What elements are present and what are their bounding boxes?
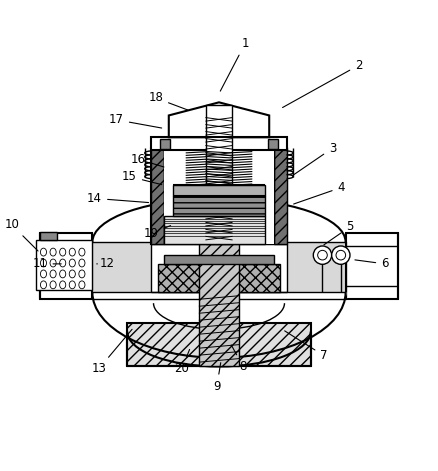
Bar [173, 185, 265, 196]
Ellipse shape [79, 281, 85, 289]
Polygon shape [151, 148, 164, 244]
Ellipse shape [79, 259, 85, 267]
Bar [268, 139, 278, 149]
Ellipse shape [313, 246, 332, 264]
Bar [158, 264, 280, 292]
Text: 9: 9 [213, 363, 221, 393]
Ellipse shape [69, 270, 75, 278]
Bar [206, 105, 232, 244]
Bar [151, 137, 287, 150]
Text: 6: 6 [355, 257, 389, 270]
Ellipse shape [332, 246, 350, 264]
Polygon shape [346, 233, 398, 299]
Ellipse shape [40, 259, 46, 267]
Text: 16: 16 [131, 153, 164, 167]
Text: 8: 8 [231, 345, 247, 373]
Ellipse shape [60, 281, 66, 289]
Text: 17: 17 [109, 114, 162, 128]
Bar [160, 139, 170, 149]
Bar [151, 148, 287, 244]
Text: 15: 15 [122, 170, 162, 185]
Ellipse shape [79, 248, 85, 256]
Ellipse shape [50, 281, 56, 289]
Ellipse shape [60, 248, 66, 256]
Polygon shape [151, 244, 287, 292]
Ellipse shape [69, 248, 75, 256]
Ellipse shape [69, 281, 75, 289]
Bar [40, 232, 57, 240]
Bar [199, 244, 239, 366]
Ellipse shape [40, 270, 46, 278]
Polygon shape [164, 216, 265, 244]
Ellipse shape [60, 259, 66, 267]
Polygon shape [274, 148, 287, 244]
Ellipse shape [40, 281, 46, 289]
Text: 14: 14 [87, 192, 148, 205]
Ellipse shape [69, 259, 75, 267]
Ellipse shape [50, 270, 56, 278]
Text: 3: 3 [293, 142, 336, 175]
Ellipse shape [79, 270, 85, 278]
Text: 1: 1 [220, 37, 249, 91]
Text: 19: 19 [144, 226, 170, 240]
Ellipse shape [50, 248, 56, 256]
Text: 2: 2 [283, 59, 363, 107]
Text: 7: 7 [285, 331, 328, 362]
Ellipse shape [50, 259, 56, 267]
Text: 20: 20 [174, 349, 190, 375]
Polygon shape [169, 102, 269, 137]
Ellipse shape [318, 251, 327, 260]
Bar [35, 240, 92, 290]
Bar [173, 196, 265, 216]
Bar [127, 323, 311, 366]
Text: 4: 4 [293, 181, 345, 204]
Text: 12: 12 [97, 257, 115, 270]
Ellipse shape [60, 270, 66, 278]
Polygon shape [164, 148, 274, 244]
Polygon shape [40, 233, 92, 299]
Bar [164, 255, 274, 264]
Ellipse shape [40, 248, 46, 256]
Text: 5: 5 [324, 220, 353, 245]
Ellipse shape [336, 251, 346, 260]
Polygon shape [92, 242, 348, 299]
Text: 18: 18 [148, 91, 188, 110]
Text: 13: 13 [92, 329, 132, 375]
Text: 10: 10 [4, 218, 38, 251]
Text: 11: 11 [32, 257, 61, 270]
